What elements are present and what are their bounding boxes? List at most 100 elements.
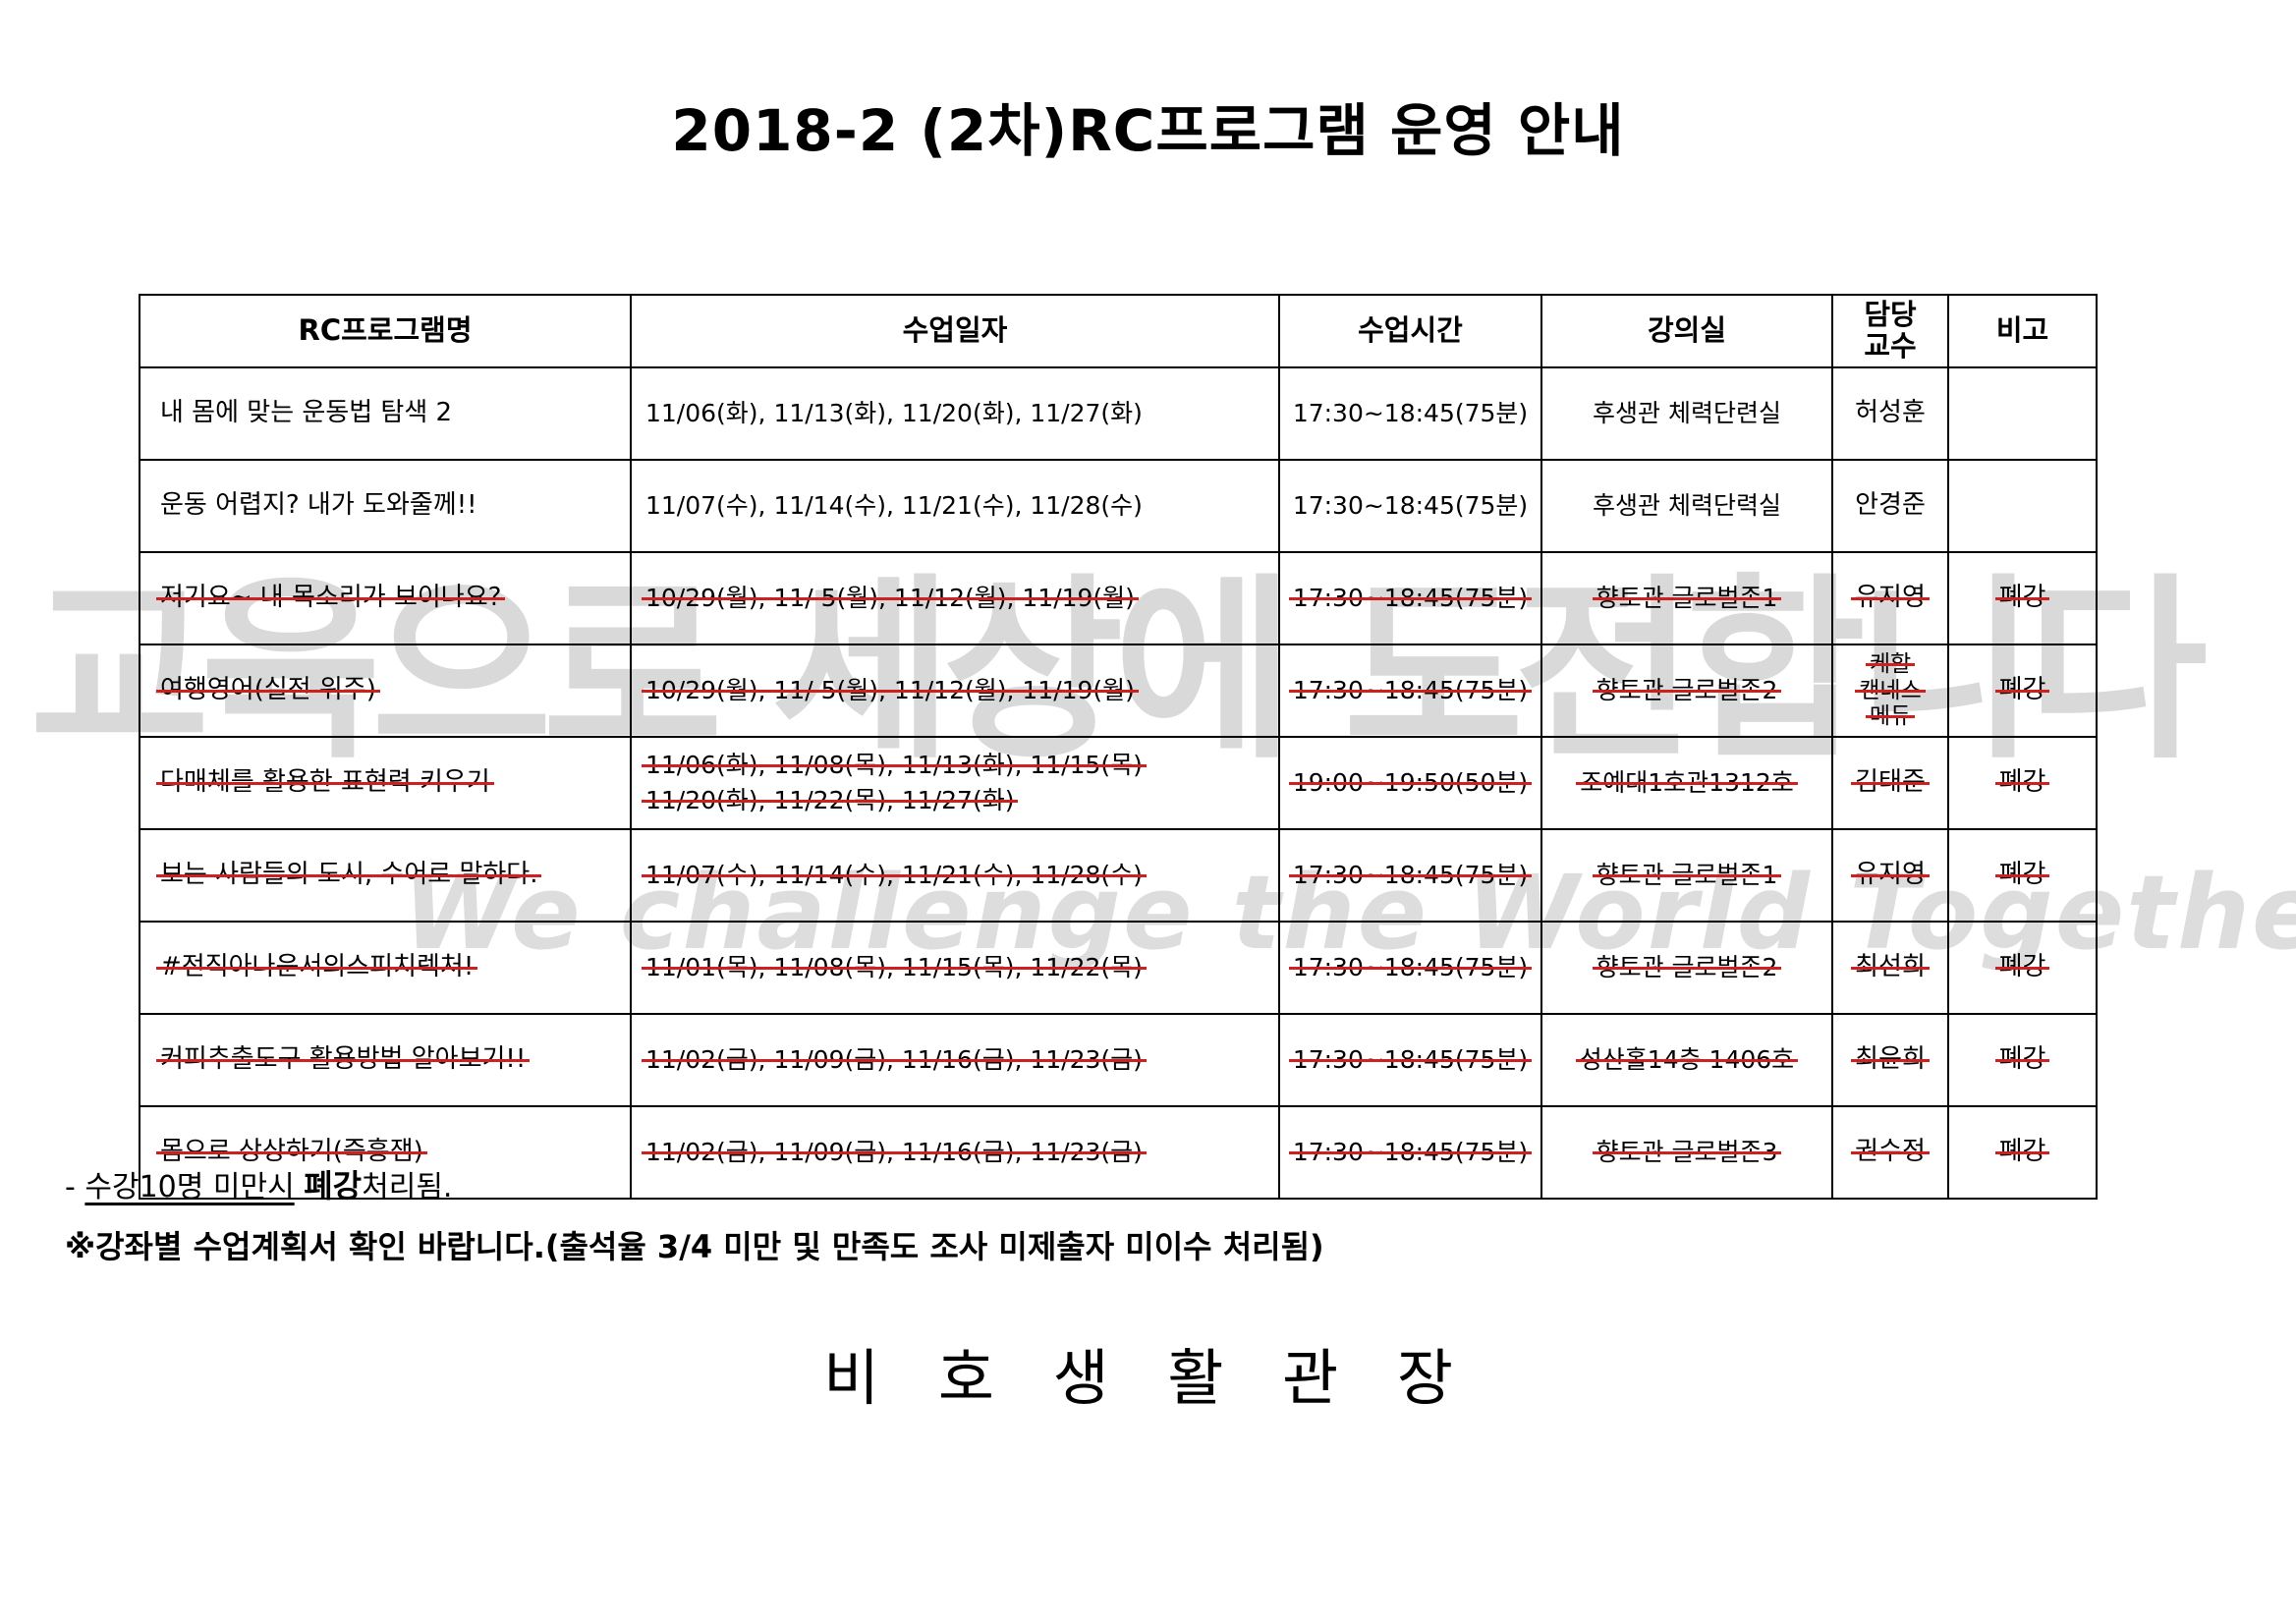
table-row: 보는 사람들의 도시, 수어로 말하다. 11/07(수), 11/14(수), …	[139, 827, 2098, 923]
cell-program-name-text: #전직아나운서의스피치렉처!	[155, 951, 478, 984]
cell-program-name: 커피추출도구 활용방법 알아보기!!	[139, 1012, 632, 1107]
cell-classroom-text: 조예대1호관1312호	[1576, 767, 1798, 800]
cell-program-name: 내 몸에 맞는 운동법 탐색 2	[139, 365, 632, 461]
note-cancellation-policy: - 수강10명 미만시 폐강처리됨.	[65, 1161, 1324, 1206]
cell-program-name-text: 여행영어(실전 위주)	[156, 674, 380, 707]
note-underlined-text: 수강10명 미만시	[84, 1170, 295, 1204]
cell-class-dates-text: 11/07(수), 11/14(수), 11/21(수), 11/28(수)	[642, 858, 1147, 893]
column-header: 수업일자	[630, 294, 1280, 368]
cell-professor-text: 안경준	[1855, 489, 1926, 520]
cell-class-dates-text: 11/07(수), 11/14(수), 11/21(수), 11/28(수)	[645, 490, 1143, 520]
cell-program-name: 여행영어(실전 위주)	[139, 643, 632, 738]
cell-professor: 권수정	[1831, 1104, 1949, 1200]
note-syllabus-check: ※강좌별 수업계획서 확인 바랍니다.(출석율 3/4 미만 및 만족도 조사 …	[65, 1228, 1324, 1265]
cell-class-dates-text: 11/06(화), 11/08(목), 11/13(화), 11/15(목)	[642, 748, 1147, 783]
cell-class-time: 17:30~18:45(75분)	[1278, 1012, 1542, 1107]
cell-class-time-text: 17:30~18:45(75분)	[1288, 675, 1533, 707]
table-row: 다매체를 활용한 표현력 키우기 11/06(화), 11/08(목), 11/1…	[139, 735, 2098, 830]
cell-classroom-text: 향토관 글로벌존3	[1592, 1137, 1782, 1169]
footer-notes: - 수강10명 미만시 폐강처리됨. ※강좌별 수업계획서 확인 바랍니다.(출…	[65, 1161, 1324, 1267]
cell-class-dates: 11/07(수), 11/14(수), 11/21(수), 11/28(수)	[630, 827, 1280, 923]
cell-professor: 김태준	[1831, 735, 1949, 830]
cell-program-name: 보는 사람들의 도시, 수어로 말하다.	[139, 827, 632, 923]
cell-classroom: 조예대1호관1312호	[1540, 735, 1833, 830]
cell-remark-text: 폐강	[1994, 1043, 2050, 1077]
cell-class-time: 17:30~18:45(75분)	[1278, 827, 1542, 923]
cell-class-time: 17:30~18:45(75분)	[1278, 550, 1542, 645]
table-body: 내 몸에 맞는 운동법 탐색 2 11/06(화), 11/13(화), 11/2…	[139, 365, 2098, 1200]
cell-class-time: 19:00~19:50(50분)	[1278, 735, 1542, 830]
table-row: 몸으로 상상하기(즉흥잼) 11/02(금), 11/09(금), 11/16(금…	[139, 1104, 2098, 1200]
cell-class-dates-text: 11/01(목), 11/08(목), 11/15(목), 11/22(목)	[642, 950, 1147, 985]
cell-class-time: 17:30~18:45(75분)	[1278, 1104, 1542, 1200]
cell-professor: 케할 캔네스 메듀	[1831, 643, 1949, 738]
cell-program-name-text: 보는 사람들의 도시, 수어로 말하다.	[155, 859, 542, 892]
cell-professor: 안경준	[1831, 458, 1949, 553]
column-header: 담당 교수	[1831, 294, 1949, 368]
cell-program-name: #전직아나운서의스피치렉처!	[139, 920, 632, 1015]
cell-class-time-text: 17:30~18:45(75분)	[1288, 1044, 1533, 1077]
cell-class-time: 17:30~18:45(75분)	[1278, 458, 1542, 553]
cell-program-name: 몸으로 상상하기(즉흥잼)	[139, 1104, 632, 1200]
cell-classroom-text: 향토관 글로벌존1	[1592, 583, 1782, 615]
cell-remark	[1947, 365, 2098, 461]
cell-remark-text: 폐강	[1994, 859, 2050, 892]
cell-class-dates-text: 10/29(월), 11/ 5(월), 11/12(월), 11/19(월)	[642, 581, 1139, 616]
cell-class-dates: 10/29(월), 11/ 5(월), 11/12(월), 11/19(월)	[630, 643, 1280, 738]
cell-class-time-text: 17:30~18:45(75분)	[1288, 1137, 1533, 1169]
table-header-row: RC프로그램명 수업일자 수업시간 강의실 담당 교수 비고	[139, 294, 2098, 368]
cell-remark: 폐강	[1947, 550, 2098, 645]
cell-program-name-text: 커피추출도구 활용방법 알아보기!!	[155, 1043, 531, 1077]
cell-class-time-text: 17:30~18:45(75분)	[1288, 860, 1533, 892]
cell-professor-text: 유지영	[1851, 859, 1930, 892]
cell-program-name: 다매체를 활용한 표현력 키우기	[139, 735, 632, 830]
cell-classroom-text: 향토관 글로벌존2	[1592, 675, 1782, 707]
cell-class-dates-text: 10/29(월), 11/ 5(월), 11/12(월), 11/19(월)	[642, 673, 1139, 708]
cell-program-name: 운동 어렵지? 내가 도와줄께!!	[139, 458, 632, 553]
cell-class-time-text: 17:30~18:45(75분)	[1292, 398, 1529, 427]
cell-class-dates: 11/01(목), 11/08(목), 11/15(목), 11/22(목)	[630, 920, 1280, 1015]
table-row: 저기요~ 내 목소리가 보이나요? 10/29(월), 11/ 5(월), 11/…	[139, 550, 2098, 645]
cell-remark-text: 폐강	[1994, 951, 2050, 984]
cell-professor: 유지영	[1831, 827, 1949, 923]
note-bold-text: 폐강	[304, 1167, 363, 1204]
cell-classroom: 향토관 글로벌존2	[1540, 920, 1833, 1015]
cell-class-time: 17:30~18:45(75분)	[1278, 643, 1542, 738]
cell-remark-text: 폐강	[1994, 582, 2050, 615]
cell-professor-text: 김태준	[1851, 766, 1930, 800]
cell-class-time: 17:30~18:45(75분)	[1278, 920, 1542, 1015]
cell-class-dates: 11/07(수), 11/14(수), 11/21(수), 11/28(수)	[630, 458, 1280, 553]
cell-remark: 폐강	[1947, 920, 2098, 1015]
column-header: 수업시간	[1278, 294, 1542, 368]
cell-classroom: 성산홀14층 1406호	[1540, 1012, 1833, 1107]
cell-classroom: 후생관 체력단력실	[1540, 458, 1833, 553]
cell-program-name-text: 다매체를 활용한 표현력 키우기	[156, 766, 494, 800]
cell-program-name-text: 저기요~ 내 목소리가 보이나요?	[155, 582, 506, 615]
cell-classroom-text: 향토관 글로벌존1	[1592, 860, 1782, 892]
column-header: RC프로그램명	[139, 294, 632, 368]
cell-classroom: 향토관 글로벌존1	[1540, 827, 1833, 923]
cell-class-dates: 11/02(금), 11/09(금), 11/16(금), 11/23(금)	[630, 1104, 1280, 1200]
column-header: 비고	[1947, 294, 2098, 368]
cell-class-time-text: 19:00~19:50(50분)	[1288, 767, 1533, 800]
cell-class-dates-text: 11/06(화), 11/13(화), 11/20(화), 11/27(화)	[645, 398, 1143, 427]
table-row: 내 몸에 맞는 운동법 탐색 2 11/06(화), 11/13(화), 11/2…	[139, 365, 2098, 461]
cell-professor: 유지영	[1831, 550, 1949, 645]
cell-classroom: 향토관 글로벌존3	[1540, 1104, 1833, 1200]
cell-professor-text: 유지영	[1851, 582, 1930, 615]
cell-remark: 폐강	[1947, 827, 2098, 923]
page-title: 2018-2 (2차)RC프로그램 운영 안내	[671, 97, 1625, 164]
signature-director: 비 호 생 활 관 장	[823, 1342, 1473, 1414]
cell-class-dates: 11/06(화), 11/13(화), 11/20(화), 11/27(화)	[630, 365, 1280, 461]
cell-class-time-text: 17:30~18:45(75분)	[1292, 490, 1529, 520]
note-dash: -	[65, 1170, 85, 1204]
cell-class-dates: 10/29(월), 11/ 5(월), 11/12(월), 11/19(월)	[630, 550, 1280, 645]
cell-class-dates: 11/02(금), 11/09(금), 11/16(금), 11/23(금)	[630, 1012, 1280, 1107]
column-header: 강의실	[1540, 294, 1833, 368]
cell-program-name-text: 운동 어렵지? 내가 도와줄께!!	[160, 489, 477, 520]
cell-class-time: 17:30~18:45(75분)	[1278, 365, 1542, 461]
cell-classroom: 향토관 글로벌존1	[1540, 550, 1833, 645]
cell-program-name-text: 몸으로 상상하기(즉흥잼)	[156, 1136, 427, 1169]
cell-remark	[1947, 458, 2098, 553]
